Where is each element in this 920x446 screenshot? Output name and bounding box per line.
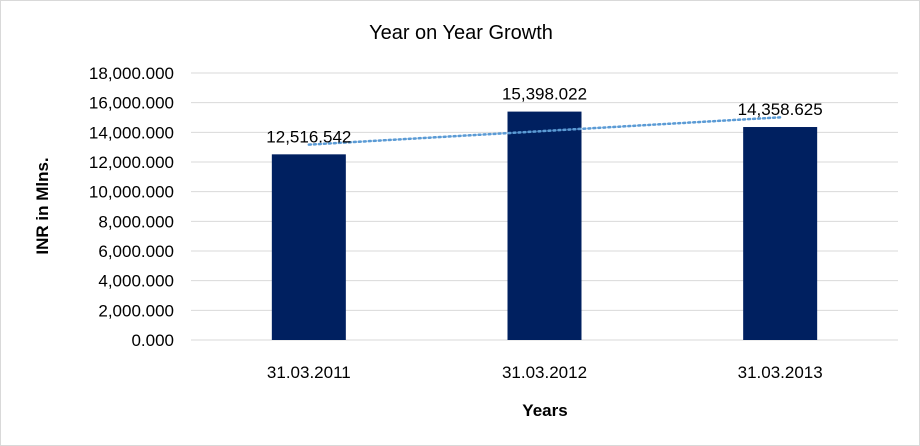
trendline-layer: [307, 116, 782, 146]
y-tick-label: 0.000: [131, 331, 174, 350]
data-label: 12,516.542: [266, 127, 351, 146]
y-tick-label: 2,000.000: [98, 301, 174, 320]
x-axis-title: Years: [522, 401, 567, 420]
data-label: 15,398.022: [502, 85, 587, 104]
y-tick-label: 16,000.000: [89, 94, 174, 113]
data-label: 14,358.625: [738, 100, 823, 119]
y-tick-label: 6,000.000: [98, 242, 174, 261]
y-tick-label: 10,000.000: [89, 183, 174, 202]
y-tick-label: 12,000.000: [89, 153, 174, 172]
bar-31.03.2012: [507, 111, 582, 340]
bars: [271, 111, 818, 340]
x-axis-ticks: 31.03.2011 31.03.2012 31.03.2013: [267, 363, 823, 382]
x-tick-label: 31.03.2012: [502, 363, 587, 382]
y-tick-label: 14,000.000: [89, 123, 174, 142]
bar-31.03.2011: [271, 154, 346, 340]
chart-title: Year on Year Growth: [369, 22, 553, 44]
y-tick-label: 8,000.000: [98, 212, 174, 231]
y-tick-label: 18,000.000: [89, 64, 174, 83]
y-tick-label: 4,000.000: [98, 272, 174, 291]
y-axis-ticks: 0.000 2,000.000 4,000.000 6,000.000 8,000.00…: [89, 64, 174, 350]
x-tick-label: 31.03.2011: [267, 363, 351, 382]
trendline: [307, 116, 782, 146]
data-labels: 12,516.542 15,398.022 14,358.625: [266, 85, 822, 147]
bar-31.03.2013: [743, 127, 818, 340]
y-axis-title: INR in Mlns.: [33, 157, 52, 254]
x-tick-label: 31.03.2013: [738, 363, 823, 382]
